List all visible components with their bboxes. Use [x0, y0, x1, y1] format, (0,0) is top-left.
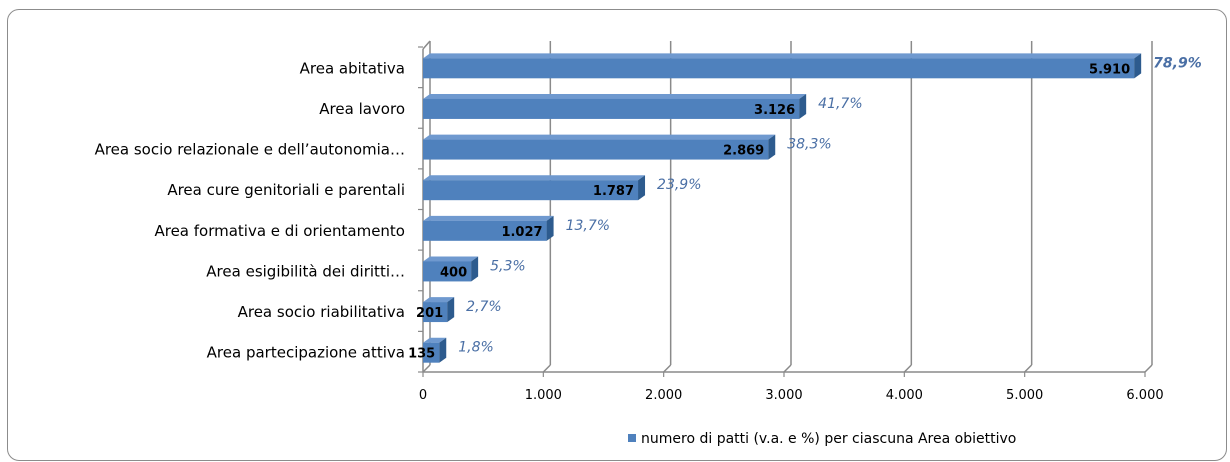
percent-label: 2,7% — [466, 299, 502, 315]
x-tick-label: 6.000 — [1126, 388, 1163, 403]
percent-label: 41,7% — [818, 96, 862, 112]
x-tick-label: 1.000 — [525, 388, 562, 403]
category-label: Area esigibilità dei diritti… — [206, 262, 405, 280]
bar-top-face — [423, 53, 1142, 59]
percent-label: 1,8% — [458, 340, 494, 356]
value-label: 5.910 — [1089, 62, 1130, 77]
x-tick-label: 5.000 — [1006, 388, 1043, 403]
bar-side-face — [768, 134, 776, 160]
bar-side-face — [799, 93, 807, 119]
bars: 5.910 78,9% 3.126 41,7% 2.869 38,3% 1.787 23,9%… — [408, 53, 1202, 363]
chart-frame — [7, 9, 1227, 461]
percent-label: 23,9% — [657, 177, 701, 193]
category-label: Area socio relazionale e dell’autonomia… — [95, 141, 405, 159]
bar-side-face — [546, 215, 554, 241]
bar-top-face — [423, 175, 646, 181]
value-label: 3.126 — [754, 103, 795, 118]
bar — [423, 98, 800, 119]
x-tick-label: 2.000 — [645, 388, 682, 403]
value-label: 1.787 — [593, 184, 634, 199]
bar-side-face — [471, 256, 479, 282]
bar-top-face — [423, 93, 807, 99]
bar — [423, 342, 440, 363]
gridline-floor — [663, 364, 672, 373]
percent-label: 5,3% — [490, 258, 526, 274]
x-tick-labels: 0 1.000 2.000 3.000 4.000 5.000 6.000 — [419, 388, 1164, 403]
value-label: 2.869 — [723, 144, 764, 159]
bar — [423, 180, 639, 201]
bar — [423, 302, 448, 323]
percent-label: 38,3% — [787, 137, 831, 153]
gridline-floor — [903, 364, 912, 373]
bar — [423, 139, 769, 160]
gridline-floor — [542, 364, 551, 373]
legend-label: numero di patti (v.a. e %) per ciascuna … — [641, 431, 1016, 447]
bar — [423, 58, 1135, 79]
grid-lines — [422, 41, 1153, 373]
percent-label: 78,9% — [1153, 55, 1202, 71]
bar — [423, 261, 472, 282]
bar-top-face — [423, 215, 554, 221]
category-label: Area formativa e di orientamento — [154, 222, 405, 240]
value-label: 201 — [416, 306, 443, 321]
gridline-floor — [1144, 364, 1153, 373]
gridline-floor — [1024, 364, 1033, 373]
category-label: Area partecipazione attiva — [207, 344, 405, 362]
bar-top-face — [423, 337, 447, 343]
legend-swatch — [628, 434, 636, 442]
x-tick-label: 3.000 — [765, 388, 802, 403]
bar-top-face — [423, 297, 455, 303]
bar-side-face — [447, 297, 455, 323]
category-label: Area abitativa — [300, 59, 405, 77]
bar — [423, 220, 547, 241]
value-label: 135 — [408, 347, 435, 362]
category-label: Area lavoro — [319, 100, 405, 118]
x-tick-label: 4.000 — [886, 388, 923, 403]
bar-top-face — [423, 134, 776, 140]
value-label: 1.027 — [501, 225, 542, 240]
percent-label: 13,7% — [566, 218, 610, 234]
bar-side-face — [638, 175, 646, 201]
axes — [418, 40, 1146, 377]
gridline-floor — [783, 364, 792, 373]
category-labels: Area abitativa Area lavoro Area socio rela… — [95, 59, 405, 361]
bar-side-face — [1134, 53, 1142, 79]
value-label: 400 — [440, 265, 467, 280]
bar-side-face — [439, 337, 447, 363]
category-label: Area cure genitoriali e parentali — [167, 181, 405, 199]
y-axis-depth — [422, 40, 431, 50]
gridline-floor — [422, 364, 431, 373]
category-label: Area socio riabilitativa — [238, 303, 405, 321]
x-tick-label: 0 — [419, 388, 427, 403]
bar-top-face — [423, 256, 479, 262]
legend: numero di patti (v.a. e %) per ciascuna … — [628, 431, 1016, 447]
